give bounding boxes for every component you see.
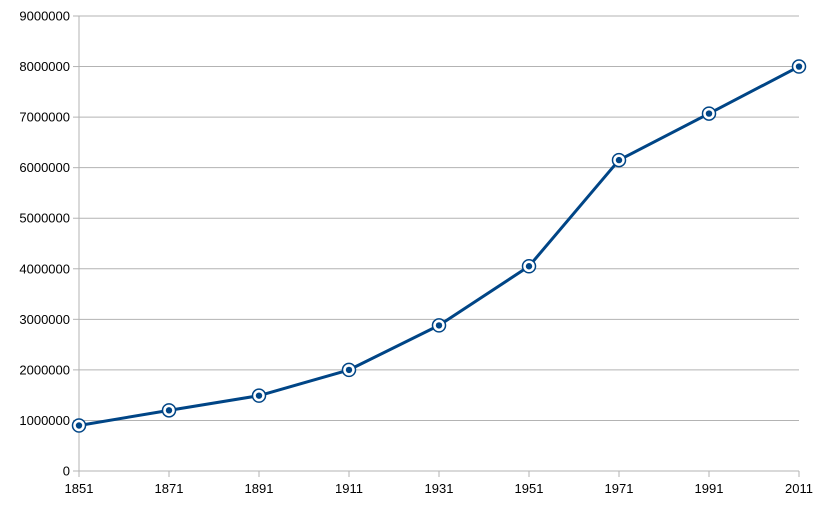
data-point-dot (525, 263, 533, 270)
series-line (77, 65, 801, 427)
y-tick-label: 7000000 (19, 110, 70, 125)
y-tick-label: 9000000 (19, 9, 70, 24)
x-tick-label: 1971 (605, 481, 634, 496)
data-point (611, 152, 627, 168)
data-point (251, 388, 267, 403)
y-tick-labels: 0 1000000 2000000 3000000 4000000 5000000 6000… (19, 9, 70, 479)
data-points (71, 59, 807, 433)
data-point (701, 106, 717, 121)
x-tick-label: 2011 (785, 481, 813, 496)
data-point-dot (615, 156, 623, 164)
y-tick-label: 4000000 (19, 261, 70, 276)
data-point-dot (75, 422, 83, 429)
data-point-dot (435, 322, 443, 329)
gridlines (79, 15, 799, 421)
y-tick-label: 1000000 (19, 413, 70, 428)
x-tick-label: 1871 (155, 481, 184, 496)
x-tick-label: 1911 (335, 481, 363, 496)
x-tick-label: 1851 (65, 481, 94, 496)
y-tick-label: 0 (63, 464, 70, 479)
data-point-dot (345, 366, 353, 374)
series-lines (77, 65, 801, 427)
data-point-dot (795, 63, 803, 70)
data-point (341, 362, 357, 378)
data-point (161, 403, 177, 418)
y-tick-label: 8000000 (19, 59, 70, 74)
x-tick-label: 1931 (425, 481, 454, 496)
x-tick-label: 1991 (695, 481, 724, 496)
x-tick-label: 1951 (515, 481, 544, 496)
data-point-dot (165, 407, 173, 414)
axes (73, 15, 800, 477)
x-tick-label: 1891 (245, 481, 274, 496)
y-tick-label: 6000000 (19, 160, 70, 175)
data-point (791, 59, 807, 74)
data-point (71, 418, 87, 433)
y-tick-label: 2000000 (19, 362, 70, 377)
y-tick-label: 5000000 (19, 211, 70, 226)
data-point-dot (705, 110, 713, 117)
data-point (431, 318, 447, 333)
x-tick-labels: 1851 1871 1891 1911 1931 1951 1971 1991 2011 (65, 481, 813, 496)
data-point (521, 259, 537, 274)
data-point-dot (255, 392, 263, 399)
y-tick-label: 3000000 (19, 312, 70, 327)
